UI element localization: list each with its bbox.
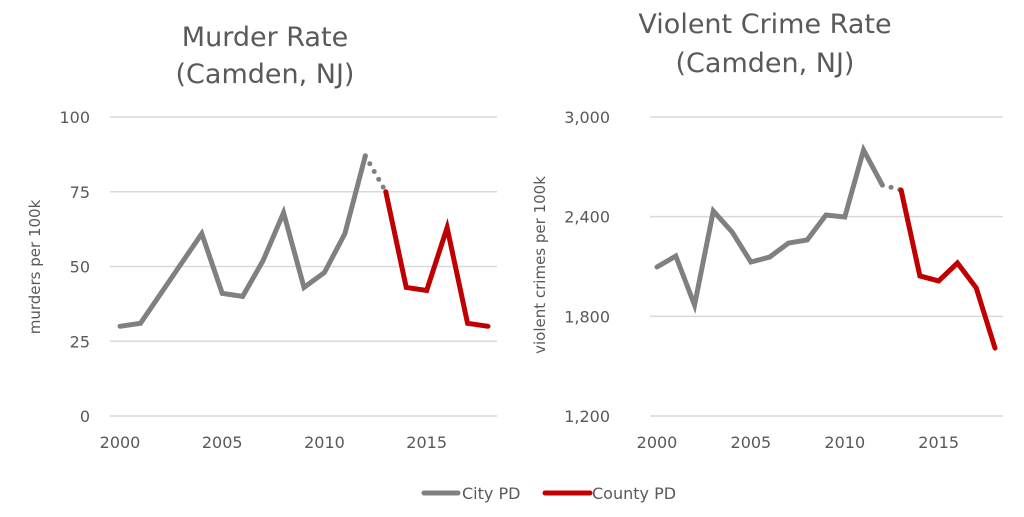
x-tick-label: 2000 <box>637 433 678 452</box>
y-tick-label: 1,200 <box>564 407 610 426</box>
county-pd-line <box>898 187 998 351</box>
transition-dotted-line <box>362 153 389 195</box>
legend-label-city: City PD <box>462 484 520 503</box>
x-tick-label: 2005 <box>731 433 772 452</box>
chart-title-line2: (Camden, NJ) <box>676 48 855 79</box>
chart-title-line1: Murder Rate <box>182 22 348 53</box>
y-tick-label: 3,000 <box>564 108 610 127</box>
y-tick-label: 100 <box>59 108 90 127</box>
y-tick-label: 1,800 <box>564 307 610 326</box>
county-pd-line <box>383 189 491 329</box>
violent-crime-chart: Violent Crime Rate (Camden, NJ) violent … <box>531 9 1003 452</box>
x-tick-label: 2010 <box>824 433 865 452</box>
city-pd-line <box>654 143 885 315</box>
legend-label-county: County PD <box>592 484 676 503</box>
y-tick-label: 2,400 <box>564 208 610 227</box>
y-axis-label: violent crimes per 100k <box>531 176 549 354</box>
y-tick-label: 25 <box>70 332 90 351</box>
y-tick-label: 50 <box>70 258 90 277</box>
y-tick-label: 0 <box>80 407 90 426</box>
city-pd-line <box>117 153 368 329</box>
y-axis-label: murders per 100k <box>26 199 44 334</box>
x-tick-label: 2015 <box>406 433 447 452</box>
chart-title-line1: Violent Crime Rate <box>638 9 891 40</box>
x-tick-label: 2005 <box>202 433 243 452</box>
murder-rate-chart: Murder Rate (Camden, NJ) murders per 100… <box>26 22 497 452</box>
x-tick-label: 2010 <box>304 433 345 452</box>
y-tick-label: 75 <box>70 183 90 202</box>
transition-dotted-line <box>879 182 904 193</box>
legend: City PD County PD <box>421 484 676 503</box>
x-tick-label: 2015 <box>918 433 959 452</box>
x-tick-label: 2000 <box>100 433 141 452</box>
chart-title-line2: (Camden, NJ) <box>176 59 355 90</box>
